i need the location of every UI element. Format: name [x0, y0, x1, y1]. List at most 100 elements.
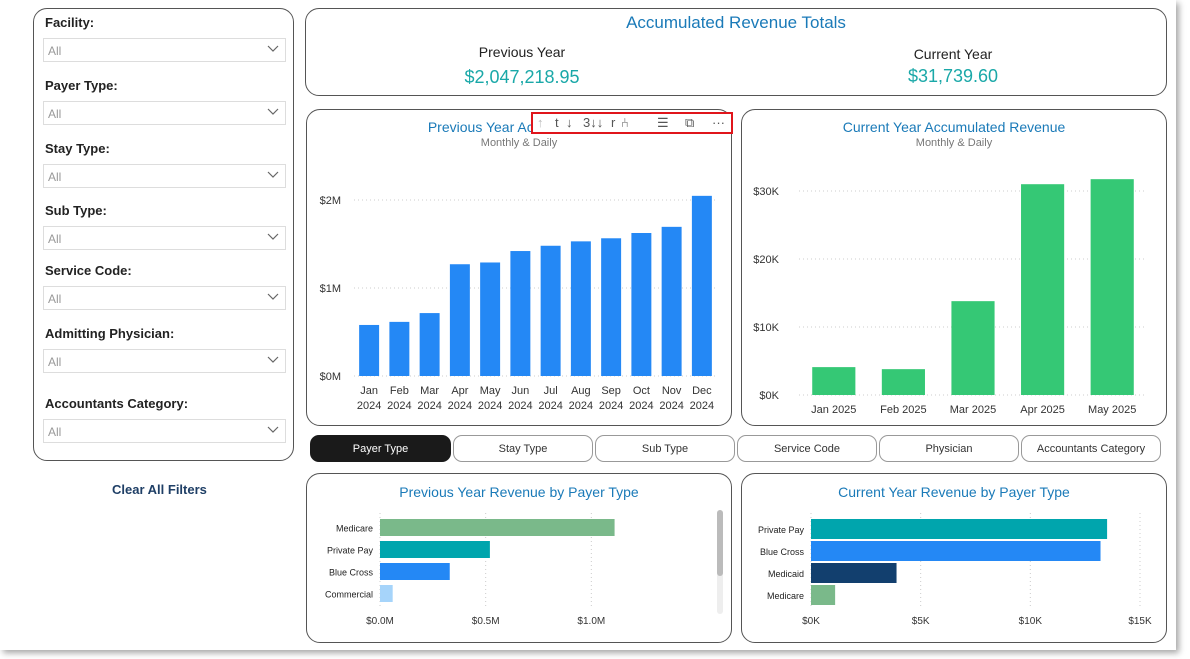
admitting-physician-filter-dropdown[interactable]: All [43, 349, 286, 373]
facility-filter-value: All [48, 44, 62, 58]
x-tick-label: Jul [544, 385, 558, 397]
payer-type-filter-value: All [48, 107, 62, 121]
bar [380, 563, 450, 580]
x-tick-year-label: 2024 [690, 400, 714, 412]
x-tick-year-label: 2024 [659, 400, 683, 412]
sub-type-filter-value: All [48, 232, 62, 246]
focus-mode-icon[interactable]: ⧉ [685, 115, 695, 130]
chevron-down-icon [267, 356, 279, 363]
y-tick-label: $1M [320, 283, 341, 295]
tab-physician[interactable]: Physician [879, 435, 1019, 462]
y-tick-label: $0M [320, 371, 341, 383]
bar [570, 241, 591, 376]
current-year-chart-title: Current Year Accumulated Revenue [842, 119, 1066, 135]
accountants-category-filter-dropdown[interactable]: All [43, 419, 286, 443]
tab-payer-type[interactable]: Payer Type [310, 435, 451, 462]
tab-sub-type[interactable]: Sub Type [595, 435, 735, 462]
stay-type-filter-dropdown[interactable]: All [43, 164, 286, 188]
facility-filter-dropdown[interactable]: All [43, 38, 286, 62]
x-tick-label: $0.0M [366, 616, 394, 627]
x-tick-label: $0.5M [472, 616, 500, 627]
service-code-filter-value: All [48, 292, 62, 306]
x-tick-label: Aug [571, 385, 591, 397]
bar [1090, 179, 1134, 395]
chevron-down-icon [267, 293, 279, 300]
x-tick-label: Feb 2025 [880, 404, 926, 416]
x-tick-year-label: 2024 [629, 400, 653, 412]
x-tick-label: Oct [633, 385, 650, 397]
bar [812, 367, 856, 395]
service-code-filter-label: Service Code: [45, 263, 132, 278]
y-category-label: Private Pay [327, 546, 374, 556]
admitting-physician-filter-value: All [48, 355, 62, 369]
y-tick-label: $2M [320, 195, 341, 207]
x-tick-year-label: 2024 [538, 400, 562, 412]
chevron-down-icon [267, 233, 279, 240]
chevron-down-icon [267, 108, 279, 115]
bar [380, 519, 615, 536]
arrow-up-icon[interactable]: ↑ [537, 115, 544, 130]
y-category-label: Medicare [767, 591, 804, 601]
tab-accountants-category[interactable]: Accountants Category [1021, 435, 1161, 462]
bar [380, 541, 490, 558]
bar [419, 313, 440, 376]
payer-type-filter-dropdown[interactable]: All [43, 101, 286, 125]
bar [661, 226, 682, 376]
bar [1021, 184, 1065, 395]
more-options-icon[interactable]: ··· [712, 115, 725, 130]
bar [811, 541, 1101, 561]
filter-icon[interactable]: ☰ [657, 115, 669, 130]
x-tick-label: Sep [601, 385, 621, 397]
bar [510, 251, 531, 376]
bar [811, 563, 897, 583]
expand-all-down-icon[interactable]: 3↓↓ [583, 115, 604, 130]
y-tick-label: $0K [759, 390, 779, 402]
previous-year-payer-bar-chart: $0.0M $0.5M $1.0M Medicare Private Pay Blue C… [325, 513, 615, 627]
chart-scrollbar[interactable] [717, 510, 723, 614]
bar [449, 264, 470, 376]
x-tick-label: Feb [390, 385, 409, 397]
previous-year-chart-subtitle: Monthly & Daily [480, 137, 558, 149]
x-tick-year-label: 2024 [357, 400, 381, 412]
x-tick-label: $1.0M [577, 616, 605, 627]
previous-year-chart-card[interactable]: Previous Year Accum Monthly & Daily $0M $… [306, 109, 732, 426]
bar [881, 369, 925, 395]
drill-split-icon[interactable]: ⑃ [621, 115, 629, 130]
clear-all-filters-button[interactable]: Clear All Filters [112, 482, 207, 497]
tab-stay-type[interactable]: Stay Type [453, 435, 593, 462]
x-tick-label: Dec [692, 385, 712, 397]
arrow-down-icon[interactable]: ↓ [566, 115, 573, 130]
x-tick-label: May [480, 385, 501, 397]
x-tick-label: Nov [662, 385, 682, 397]
x-tick-year-label: 2024 [478, 400, 502, 412]
bar [811, 519, 1108, 539]
fork-drill-icon[interactable]: r [611, 115, 616, 130]
y-tick-label: $10K [753, 322, 779, 334]
accountants-category-filter-label: Accountants Category: [45, 396, 189, 411]
sub-type-filter-dropdown[interactable]: All [43, 226, 286, 250]
current-year-chart-subtitle: Monthly & Daily [915, 137, 993, 149]
y-tick-label: $20K [753, 254, 779, 266]
tab-service-code[interactable]: Service Code [737, 435, 877, 462]
x-tick-label: Mar [420, 385, 439, 397]
sub-type-filter-label: Sub Type: [45, 203, 107, 218]
drill-next-level-icon[interactable]: t [555, 115, 559, 130]
bar [380, 585, 393, 602]
accumulated-revenue-totals-card: Accumulated Revenue Totals Previous Year… [305, 8, 1167, 96]
chart-scrollbar-thumb[interactable] [717, 510, 723, 576]
bar [951, 301, 995, 395]
previous-year-payer-chart-card[interactable]: Previous Year Revenue by Payer Type $0.0… [306, 473, 732, 643]
bar [389, 321, 410, 376]
service-code-filter-dropdown[interactable]: All [43, 286, 286, 310]
x-tick-label: Jan 2025 [811, 404, 856, 416]
stay-type-filter-value: All [48, 170, 62, 184]
current-year-payer-bar-chart: $0K $5K $10K $15K Private Pay Blue Cross Medic… [758, 513, 1152, 627]
current-year-payer-chart-card[interactable]: Current Year Revenue by Payer Type $0K $5… [741, 473, 1167, 643]
bar [631, 233, 652, 376]
x-tick-year-label: 2024 [417, 400, 441, 412]
x-tick-label: Mar 2025 [950, 404, 996, 416]
report-canvas: Facility: All Payer Type: All Stay Type:… [33, 8, 1167, 643]
y-category-label: Commercial [325, 590, 373, 600]
current-year-chart-card[interactable]: Current Year Accumulated Revenue Monthly… [741, 109, 1167, 426]
previous-year-payer-chart-title: Previous Year Revenue by Payer Type [399, 484, 639, 500]
